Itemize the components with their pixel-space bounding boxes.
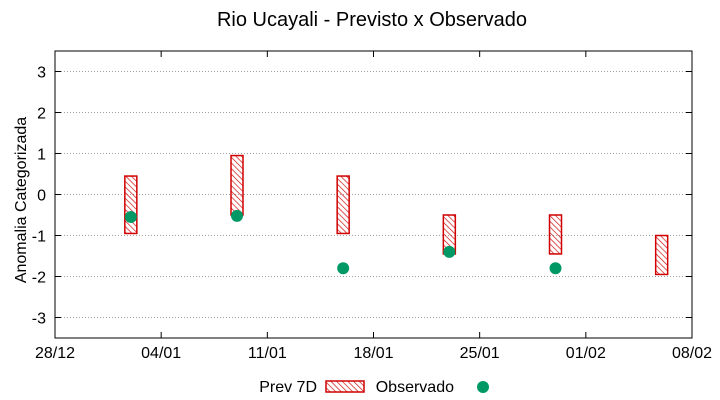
x-tick-label: 28/12 xyxy=(35,345,75,362)
legend-label-prev-7d: Prev 7D xyxy=(259,379,317,396)
grid xyxy=(55,71,692,318)
legend: Prev 7D Observado xyxy=(259,379,489,396)
prev-7d-range-bar xyxy=(336,175,350,235)
prev-7d-range-bar xyxy=(124,175,138,235)
x-tick-label: 04/01 xyxy=(141,345,181,362)
chart-title: Rio Ucayali - Previsto x Observado xyxy=(217,9,527,31)
y-axis-label: Anomalia Categorizada xyxy=(13,117,30,283)
series-observado xyxy=(124,209,562,275)
observado-point xyxy=(443,245,456,258)
prev-7d-range-bar xyxy=(548,214,563,255)
x-tick-label: 11/01 xyxy=(248,345,287,362)
legend-label-observado: Observado xyxy=(376,379,454,396)
x-tick-label: 25/01 xyxy=(460,345,500,362)
y-tick-label: -1 xyxy=(32,229,46,246)
y-tick-labels: -3 -2 -1 0 1 2 3 xyxy=(32,65,46,328)
x-tick-labels: 28/12 04/01 11/01 18/01 25/01 01/02 08/02 xyxy=(35,345,712,362)
observado-point xyxy=(337,262,350,275)
observado-point xyxy=(124,211,137,224)
legend-swatch-prev-7d xyxy=(325,380,365,393)
prev-7d-range-bar xyxy=(230,154,244,216)
x-tick-label: 08/02 xyxy=(672,345,712,362)
y-tick-label: 2 xyxy=(37,106,46,123)
axis-ticks xyxy=(54,51,693,338)
legend-marker-observado xyxy=(477,381,489,393)
y-tick-label: 0 xyxy=(37,188,46,205)
observado-point xyxy=(549,262,562,275)
prev-7d-range-bar xyxy=(654,234,669,276)
x-tick-label: 01/02 xyxy=(566,345,606,362)
y-tick-label: -2 xyxy=(32,270,46,287)
series-prev-7d xyxy=(124,154,669,276)
x-tick-label: 18/01 xyxy=(353,345,393,362)
y-tick-label: 1 xyxy=(37,147,46,164)
y-tick-label: 3 xyxy=(37,65,46,82)
y-tick-label: -3 xyxy=(32,311,46,328)
observado-point xyxy=(231,209,243,222)
